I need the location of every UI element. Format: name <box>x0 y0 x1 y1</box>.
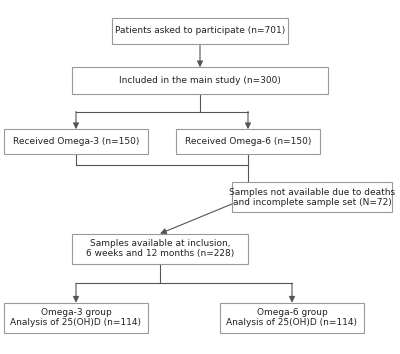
FancyBboxPatch shape <box>4 303 148 333</box>
Text: Included in the main study (n=300): Included in the main study (n=300) <box>119 76 281 85</box>
FancyBboxPatch shape <box>176 129 320 154</box>
Text: Received Omega-3 (n=150): Received Omega-3 (n=150) <box>13 137 139 146</box>
FancyBboxPatch shape <box>72 234 248 264</box>
FancyBboxPatch shape <box>220 303 364 333</box>
FancyBboxPatch shape <box>4 129 148 154</box>
Text: Omega-3 group
Analysis of 25(OH)D (n=114): Omega-3 group Analysis of 25(OH)D (n=114… <box>10 308 142 327</box>
Text: Samples available at inclusion,
6 weeks and 12 months (n=228): Samples available at inclusion, 6 weeks … <box>86 239 234 258</box>
FancyBboxPatch shape <box>112 18 288 44</box>
FancyBboxPatch shape <box>232 182 392 212</box>
Text: Received Omega-6 (n=150): Received Omega-6 (n=150) <box>185 137 311 146</box>
FancyBboxPatch shape <box>72 67 328 94</box>
Text: Omega-6 group
Analysis of 25(OH)D (n=114): Omega-6 group Analysis of 25(OH)D (n=114… <box>226 308 358 327</box>
Text: Patients asked to participate (n=701): Patients asked to participate (n=701) <box>115 27 285 35</box>
Text: Samples not available due to deaths
and incomplete sample set (N=72): Samples not available due to deaths and … <box>229 188 395 207</box>
